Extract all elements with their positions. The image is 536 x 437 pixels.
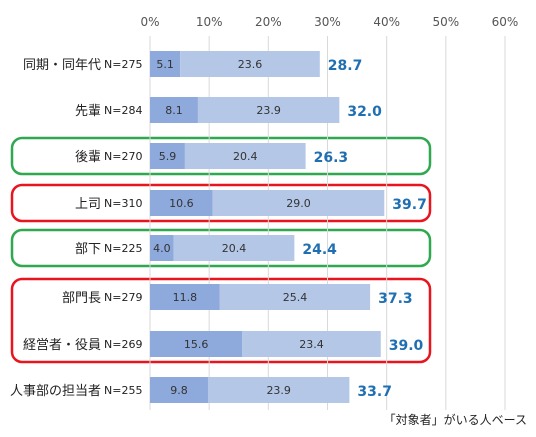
bar-segment-1: [150, 97, 198, 123]
bar-segment-1: [150, 235, 174, 261]
total-value: 28.7: [328, 58, 363, 74]
bar-segment-2: [180, 51, 320, 77]
total-value: 26.3: [314, 150, 349, 166]
bar-segment-2: [197, 97, 340, 123]
sample-size-label: N=225: [104, 242, 142, 255]
segment-2-value: 29.0: [286, 197, 311, 210]
total-value: 33.7: [357, 384, 392, 400]
x-axis-ticks: 0% 10% 20% 30% 40% 50% 60%: [140, 15, 518, 29]
bar-segment-2: [207, 377, 350, 403]
bar-row: 後輩 N=270 5.9 20.4 26.3: [75, 143, 348, 169]
total-value: 32.0: [347, 104, 382, 120]
bar-row: 部門長 N=279 11.8 25.4 37.3: [62, 284, 413, 310]
bar-segment-2: [184, 143, 306, 169]
highlight-box-green: [10, 136, 432, 176]
highlight-box-green: [10, 228, 432, 268]
category-label: 上司: [75, 197, 101, 212]
sample-size-label: N=269: [104, 338, 142, 351]
segment-1-value: 9.8: [170, 384, 188, 397]
category-label: 後輩: [75, 150, 101, 165]
segment-1-value: 8.1: [165, 104, 183, 117]
total-value: 24.4: [302, 242, 337, 258]
x-tick-label: 10%: [196, 15, 223, 29]
total-value: 39.7: [392, 197, 427, 213]
sample-size-label: N=284: [104, 104, 142, 117]
highlight-box-red: [10, 277, 432, 364]
segment-2-value: 23.9: [266, 384, 291, 397]
x-tick-label: 40%: [373, 15, 400, 29]
bar-segment-1: [150, 331, 243, 357]
bar-row: 部下 N=225 4.0 20.4 24.4: [75, 235, 337, 261]
bar-row: 経営者・役員 N=269 15.6 23.4 39.0: [23, 331, 424, 357]
x-tick-label: 30%: [314, 15, 341, 29]
segment-1-value: 15.6: [184, 338, 209, 351]
sample-size-label: N=270: [104, 150, 142, 163]
category-label: 同期・同年代: [23, 58, 101, 73]
category-label: 経営者・役員: [23, 338, 101, 353]
segment-2-value: 23.4: [299, 338, 324, 351]
segment-1-value: 5.1: [156, 58, 174, 71]
bar-row: 先輩 N=284 8.1 23.9 32.0: [75, 97, 382, 123]
segment-1-value: 5.9: [159, 150, 177, 163]
sample-size-label: N=275: [104, 58, 142, 71]
bar-segment-2: [242, 331, 381, 357]
sample-size-label: N=255: [104, 384, 142, 397]
segment-1-value: 11.8: [173, 291, 198, 304]
category-label: 部門長: [62, 291, 101, 306]
x-tick-label: 60%: [492, 15, 519, 29]
footnote: 「対象者」がいる人ベース: [384, 412, 527, 427]
segment-2-value: 20.4: [222, 242, 247, 255]
bar-row: 人事部の担当者 N=255 9.8 23.9 33.7: [10, 377, 392, 403]
x-tick-label: 50%: [432, 15, 459, 29]
segment-1-value: 10.6: [169, 197, 194, 210]
sample-size-label: N=310: [104, 197, 142, 210]
sample-size-label: N=279: [104, 291, 142, 304]
segment-2-value: 23.6: [238, 58, 263, 71]
total-value: 39.0: [389, 338, 424, 354]
x-tick-label: 20%: [255, 15, 282, 29]
bar-segment-1: [150, 51, 181, 77]
x-tick-label: 0%: [140, 15, 159, 29]
segment-2-value: 23.9: [256, 104, 281, 117]
bar-segment-1: [150, 190, 213, 216]
bar-row: 上司 N=310 10.6 29.0 39.7: [75, 190, 427, 216]
category-label: 部下: [75, 242, 101, 257]
bar-segment-2: [173, 235, 295, 261]
bar-segment-2: [212, 190, 385, 216]
bar-segment-1: [150, 377, 208, 403]
category-label: 人事部の担当者: [10, 384, 101, 399]
highlight-boxes: [10, 136, 432, 364]
segment-2-value: 20.4: [233, 150, 258, 163]
bar-segment-1: [150, 143, 185, 169]
bar-row: 同期・同年代 N=275 5.1 23.6 28.7: [23, 51, 362, 77]
segment-2-value: 25.4: [283, 291, 308, 304]
bar-segment-2: [219, 284, 371, 310]
bar-rows: 同期・同年代 N=275 5.1 23.6 28.7 先輩 N=284 8.1 23.9 32.0…: [10, 51, 427, 403]
highlight-box-red: [10, 183, 432, 223]
total-value: 37.3: [378, 291, 413, 307]
bar-segment-1: [150, 284, 220, 310]
category-label: 先輩: [75, 104, 101, 119]
segment-1-value: 4.0: [153, 242, 171, 255]
